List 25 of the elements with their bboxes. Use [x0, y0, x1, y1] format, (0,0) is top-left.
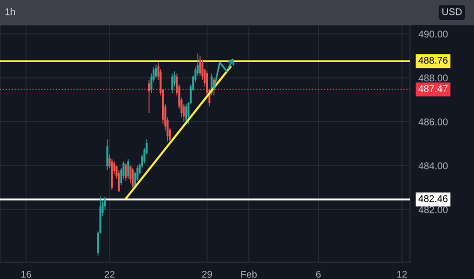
candlestick	[124, 163, 127, 182]
candlestick	[127, 158, 130, 180]
candlestick	[132, 167, 134, 190]
x-tick-label: 16	[21, 270, 32, 278]
chart-title: 1h	[5, 8, 15, 16]
y-tick-label: 486.00	[418, 118, 448, 126]
candlestick	[199, 55, 202, 76]
x-tick-label: 22	[104, 270, 115, 278]
y-tick-label: 484.00	[418, 162, 448, 170]
x-tick-label: 12	[397, 270, 407, 278]
x-tick-label: 6	[316, 270, 321, 278]
x-tick-label: Feb	[241, 270, 257, 278]
candlestick	[106, 138, 108, 170]
candlestick	[130, 165, 132, 184]
x-tick-label: 29	[202, 270, 212, 278]
ref-line-label: 487.47	[418, 85, 448, 92]
candlestick	[155, 64, 157, 78]
y-tick-label: 490.00	[418, 30, 448, 38]
y-tick-label: 482.00	[418, 206, 448, 214]
ref-line-label: 488.76	[418, 56, 448, 64]
text: USD	[442, 8, 462, 16]
y-tick-label: 488.00	[418, 74, 448, 82]
candlestick	[148, 80, 150, 114]
ref-line-label: 482.46	[418, 195, 448, 202]
candlestick	[118, 170, 120, 192]
